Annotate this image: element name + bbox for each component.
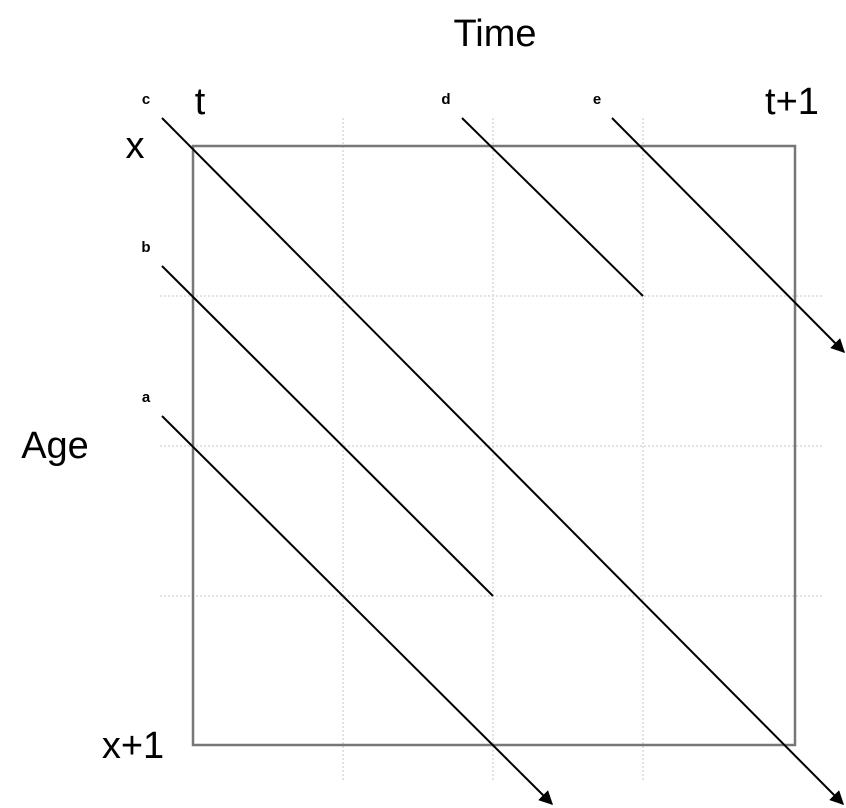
life-lines	[161, 117, 845, 805]
age-label: x	[126, 125, 145, 167]
age-label: x+1	[102, 725, 164, 767]
life-line	[461, 117, 644, 297]
life-line	[161, 265, 494, 597]
time-label: t+1	[765, 81, 819, 123]
line-label: b	[141, 239, 150, 256]
title: Time	[453, 13, 536, 55]
line-label: c	[142, 91, 150, 108]
life-line	[611, 117, 845, 353]
life-line	[161, 415, 553, 805]
axis-label: Age	[21, 425, 89, 467]
line-label: a	[142, 389, 151, 406]
line-label: d	[441, 91, 450, 108]
time-label: t	[195, 81, 206, 123]
life-line	[161, 117, 844, 805]
line-label: e	[593, 91, 601, 108]
